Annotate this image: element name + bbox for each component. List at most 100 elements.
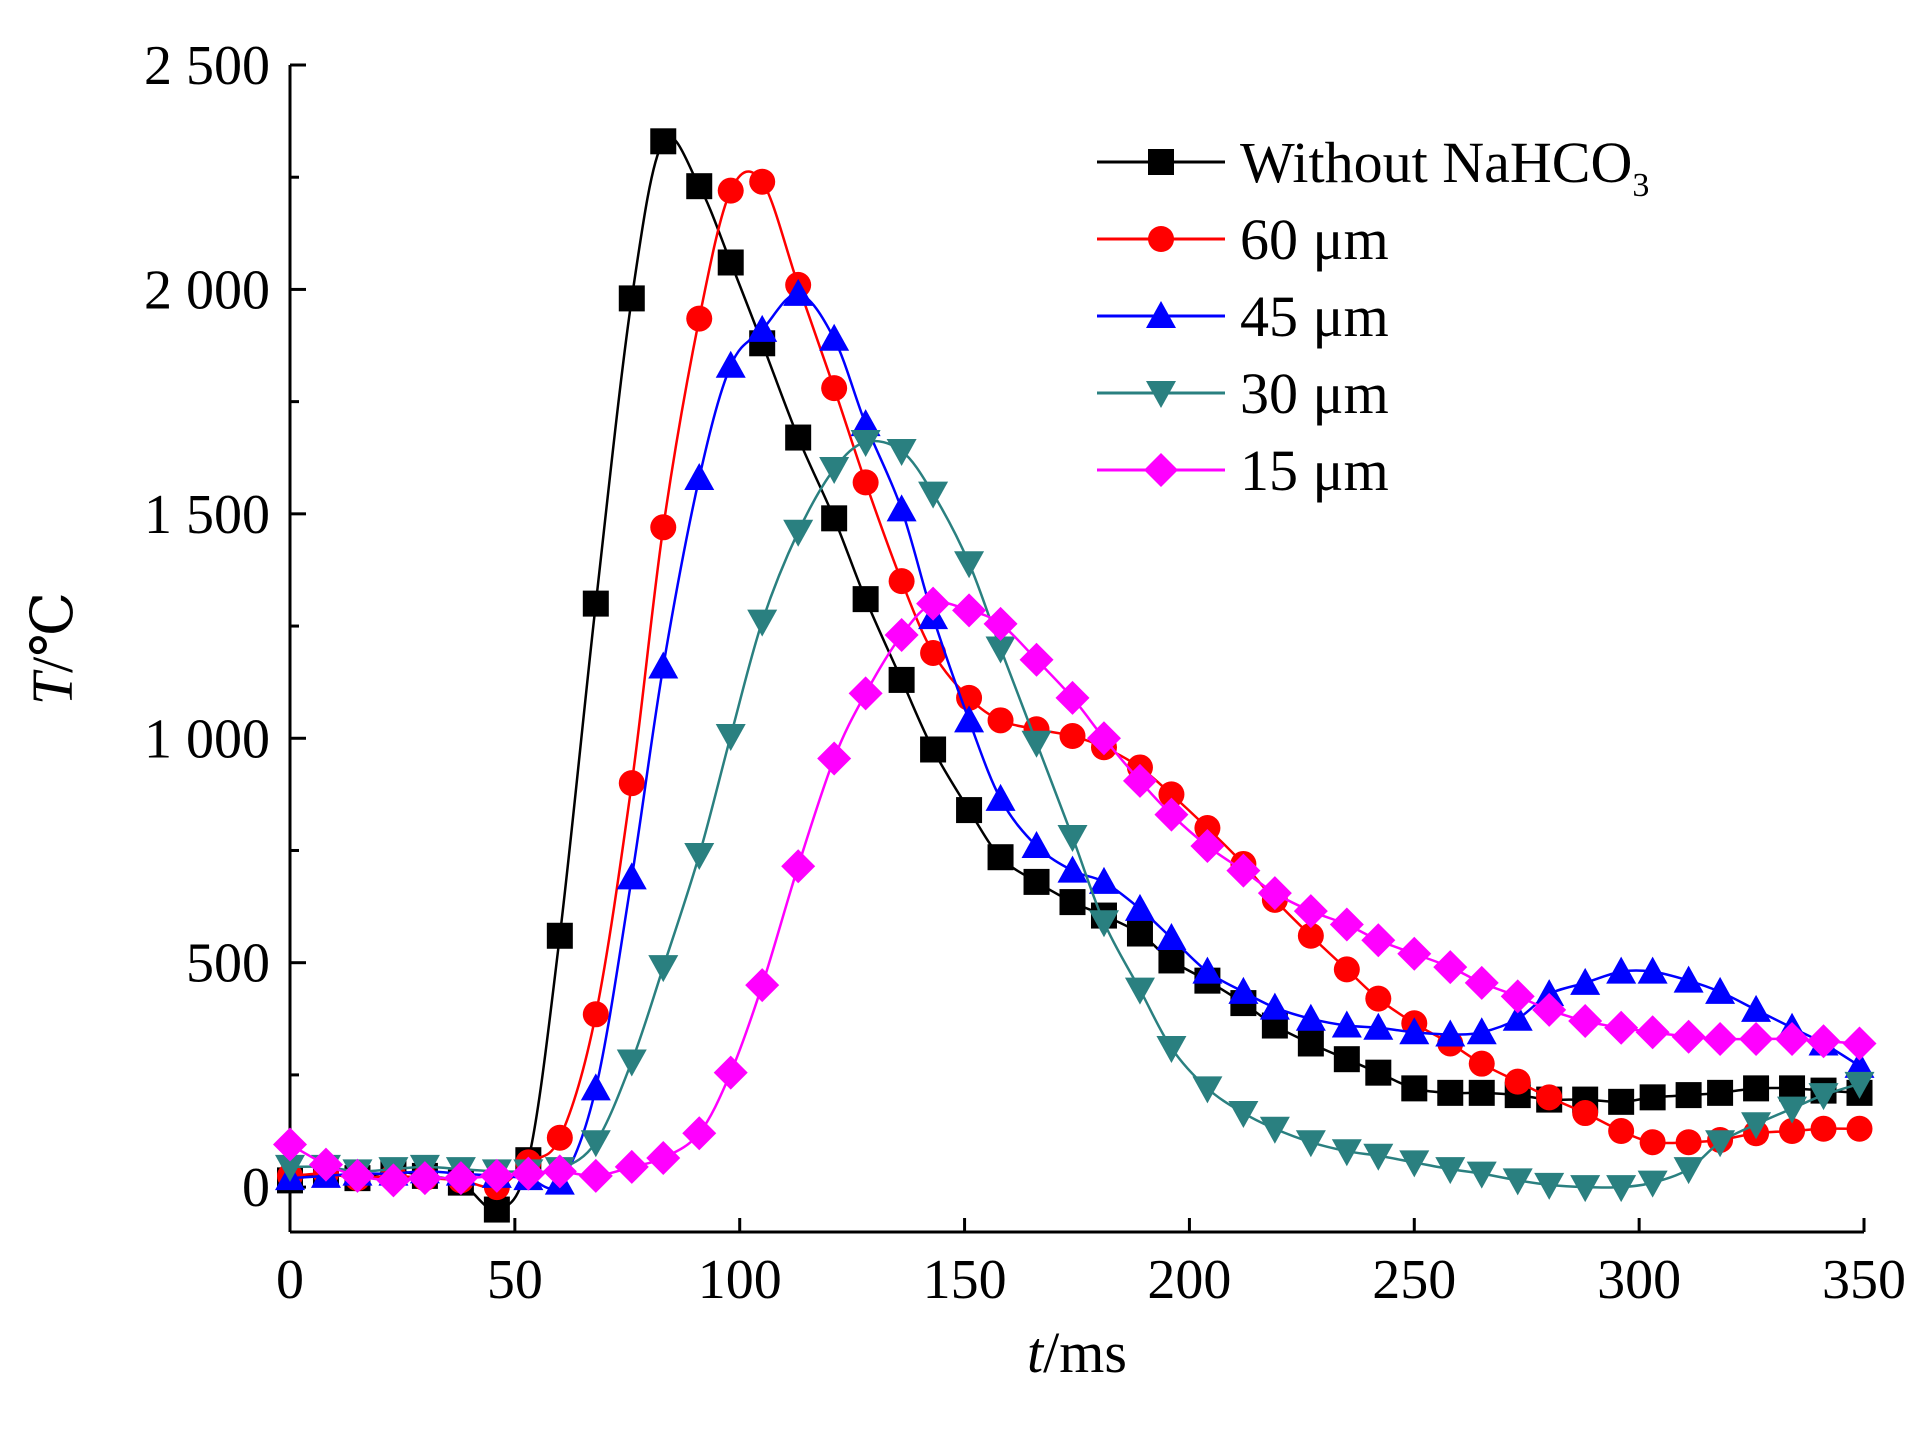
data-point	[952, 593, 987, 628]
data-point	[340, 1158, 375, 1193]
x-tick-label: 300	[1597, 1249, 1681, 1311]
data-point	[684, 462, 715, 490]
data-point	[1500, 979, 1535, 1014]
data-point	[1466, 1017, 1497, 1045]
data-point	[1743, 1075, 1770, 1102]
data-point	[1534, 1172, 1565, 1200]
data-point	[479, 1158, 514, 1193]
data-point	[1606, 956, 1637, 984]
x-tick-label: 50	[487, 1249, 543, 1311]
data-point	[715, 350, 746, 378]
data-point	[1673, 1157, 1704, 1185]
data-point	[1086, 721, 1121, 756]
data-point	[785, 424, 812, 451]
x-axis-unit: /ms	[1043, 1320, 1127, 1385]
data-point	[783, 278, 814, 306]
data-point	[1365, 985, 1392, 1012]
data-point	[886, 439, 917, 467]
x-tick-label: 250	[1372, 1249, 1456, 1311]
data-point	[1468, 1050, 1495, 1077]
data-point	[618, 770, 645, 797]
data-point	[1124, 893, 1155, 921]
x-tick-label: 100	[698, 1249, 782, 1311]
data-point	[1295, 1130, 1326, 1158]
data-point	[888, 568, 915, 595]
data-point	[1057, 825, 1088, 853]
data-point	[1502, 1168, 1533, 1196]
data-point	[511, 1156, 546, 1191]
data-point	[1088, 910, 1119, 938]
data-point	[1192, 956, 1223, 984]
data-point	[1502, 1003, 1533, 1031]
y-tick-label: 2 500	[144, 35, 270, 97]
data-point	[648, 651, 679, 679]
data-point	[1057, 855, 1088, 883]
data-point	[616, 1049, 647, 1077]
data-point	[1635, 1015, 1670, 1050]
legend-label-main: 15 μm	[1240, 438, 1389, 503]
data-point	[1675, 1082, 1702, 1109]
data-point	[983, 606, 1018, 641]
legend-marker	[1146, 301, 1176, 328]
data-point	[1810, 1115, 1837, 1142]
data-point	[781, 849, 816, 884]
data-point	[747, 609, 778, 637]
legend-label-main: Without NaHCO	[1240, 130, 1632, 195]
data-point	[852, 586, 879, 613]
data-point	[713, 1055, 748, 1090]
legend-label-main: 45 μm	[1240, 284, 1389, 349]
data-point	[1059, 723, 1086, 750]
data-point	[1226, 853, 1261, 888]
data-point	[1775, 1021, 1810, 1056]
data-point	[920, 736, 947, 763]
data-point	[1154, 797, 1189, 832]
legend-item: 45 μm	[1097, 284, 1389, 349]
data-point	[1671, 1019, 1706, 1054]
data-point	[1604, 1010, 1639, 1045]
data-point	[954, 551, 985, 579]
legend-marker	[1144, 453, 1178, 487]
data-point	[1637, 1170, 1668, 1198]
data-point	[1433, 950, 1468, 985]
data-point	[1399, 1150, 1430, 1178]
data-point	[1192, 1076, 1223, 1104]
legend-marker	[1148, 149, 1174, 175]
data-point	[1331, 1139, 1362, 1167]
data-point	[1333, 1046, 1360, 1073]
data-point	[648, 955, 679, 983]
legend-item: Without NaHCO3	[1097, 130, 1649, 204]
data-point	[886, 494, 917, 522]
x-axis-title: t/ms	[1027, 1320, 1127, 1385]
data-point	[1361, 923, 1396, 958]
data-point	[646, 1140, 681, 1175]
series-line	[289, 135, 1860, 1211]
data-point	[407, 1161, 442, 1196]
data-point	[1401, 1075, 1428, 1102]
data-point	[614, 1149, 649, 1184]
x-tick-label: 200	[1147, 1249, 1231, 1311]
data-point	[715, 724, 746, 752]
data-point	[1397, 936, 1432, 971]
data-point	[850, 430, 881, 458]
data-point	[1536, 1084, 1563, 1111]
data-point	[1464, 965, 1499, 1000]
data-point	[684, 842, 715, 870]
data-point	[273, 1127, 307, 1162]
series-3	[275, 430, 1875, 1203]
data-point	[1365, 1059, 1392, 1086]
data-point	[1295, 1003, 1326, 1031]
data-point	[1707, 1079, 1734, 1106]
data-point	[1399, 1017, 1430, 1045]
legend-label: 30 μm	[1240, 361, 1389, 426]
data-point	[546, 922, 573, 949]
x-tick-label: 0	[276, 1249, 304, 1311]
y-tick-label: 500	[186, 933, 270, 995]
data-point	[1124, 977, 1155, 1005]
data-point	[1019, 642, 1054, 677]
data-point	[1156, 923, 1187, 951]
data-point	[954, 705, 985, 733]
data-point	[1021, 830, 1052, 858]
data-point	[1808, 1083, 1839, 1111]
legend-label: Without NaHCO3	[1240, 130, 1649, 204]
